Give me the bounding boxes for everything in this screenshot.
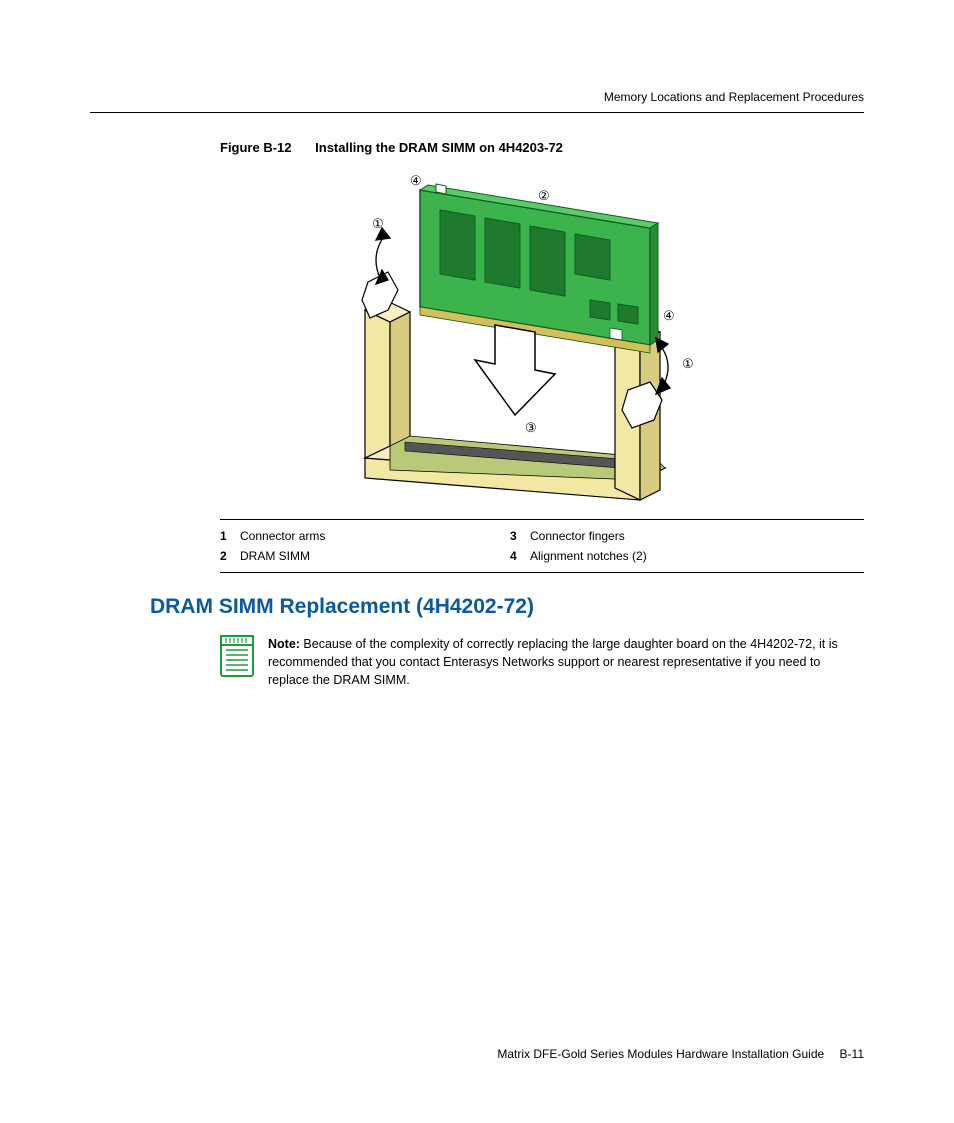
legend-text: Alignment notches (2) xyxy=(530,546,647,566)
figure-legend: 1 Connector arms 3 Connector fingers 2 D… xyxy=(220,519,864,573)
legend-num: 2 xyxy=(220,546,240,566)
header-rule xyxy=(90,112,864,113)
section-heading: DRAM SIMM Replacement (4H4202-72) xyxy=(150,595,534,619)
callout-2: ② xyxy=(538,188,550,203)
figure-title: Installing the DRAM SIMM on 4H4203-72 xyxy=(315,140,563,155)
callout-1-right: ① xyxy=(682,356,694,371)
down-arrow-icon xyxy=(475,325,555,415)
note-body: Because of the complexity of correctly r… xyxy=(268,637,838,687)
legend-text: DRAM SIMM xyxy=(240,546,310,566)
callout-1-left: ① xyxy=(372,216,384,231)
callout-4-left: ④ xyxy=(410,173,422,188)
note-label: Note: xyxy=(268,637,300,651)
note-icon xyxy=(220,635,254,677)
note-block: Note: Because of the complexity of corre… xyxy=(220,635,864,689)
figure-label: Figure B-12 xyxy=(220,140,292,155)
dram-simm xyxy=(420,184,658,353)
legend-text: Connector arms xyxy=(240,526,325,546)
legend-num: 4 xyxy=(510,546,530,566)
legend-num: 1 xyxy=(220,526,240,546)
footer-doc-title: Matrix DFE-Gold Series Modules Hardware … xyxy=(497,1047,824,1061)
legend-num: 3 xyxy=(510,526,530,546)
note-text: Note: Because of the complexity of corre… xyxy=(268,635,864,689)
callout-4-right: ④ xyxy=(663,308,675,323)
running-head: Memory Locations and Replacement Procedu… xyxy=(604,90,864,104)
diagram-simm-install: ① ④ ② ④ ① ③ xyxy=(310,170,710,510)
callout-3: ③ xyxy=(525,420,537,435)
page-footer: Matrix DFE-Gold Series Modules Hardware … xyxy=(497,1047,864,1061)
legend-text: Connector fingers xyxy=(530,526,625,546)
footer-page-number: B-11 xyxy=(840,1047,864,1061)
figure-caption: Figure B-12 Installing the DRAM SIMM on … xyxy=(220,140,563,155)
